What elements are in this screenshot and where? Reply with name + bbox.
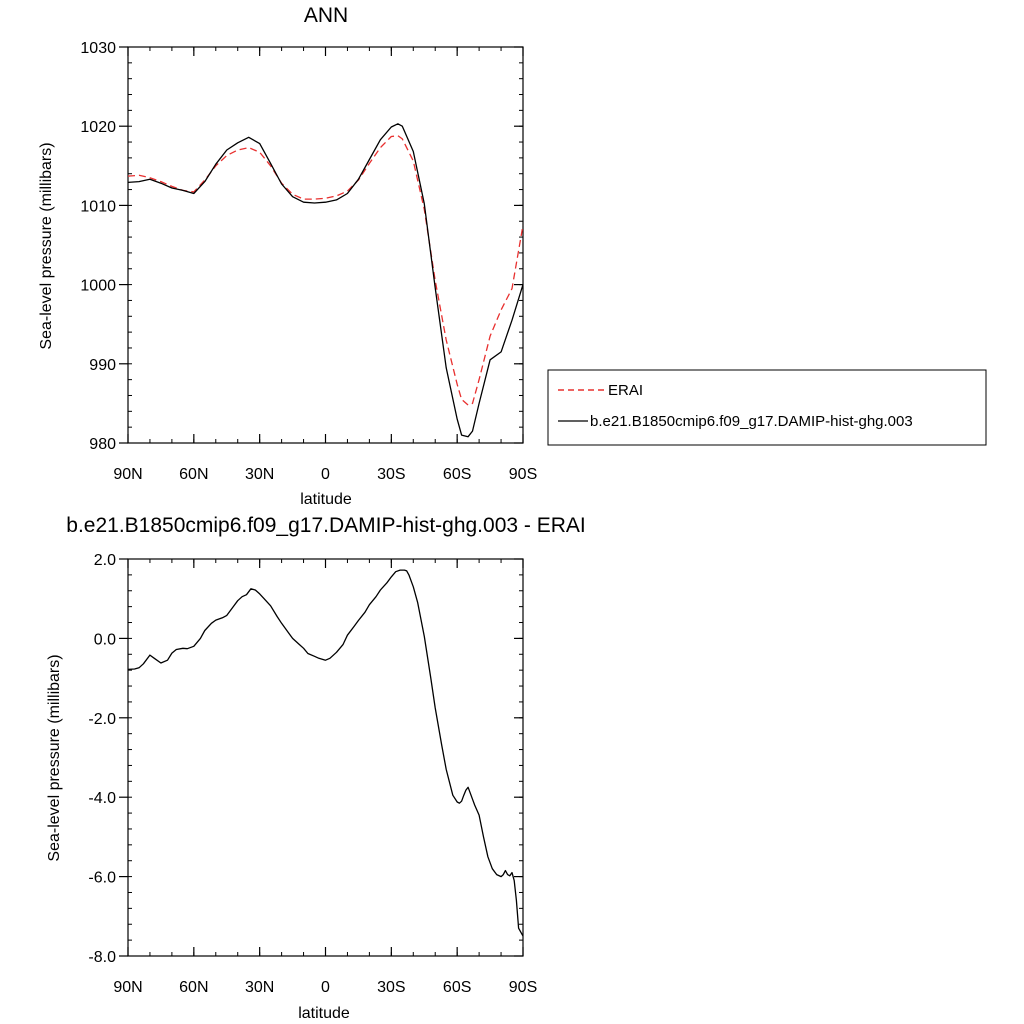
bottom-chart-plot: 90N 60N 30N 0 30S 60S 90S -8.0 -6.0 -4.0 -2.0 0.0 2.… bbox=[88, 552, 537, 996]
x-tick-label: 0 bbox=[321, 466, 330, 483]
x-tick-label: 60N bbox=[179, 466, 208, 483]
bottom-chart-xlabel: latitude bbox=[298, 1005, 350, 1022]
plot-frame bbox=[127, 46, 524, 444]
bottom-chart-panel: b.e21.B1850cmip6.f09_g17.DAMIP-hist-ghg.… bbox=[46, 514, 586, 1022]
x-tick-label: 90S bbox=[509, 466, 537, 483]
plot-frame bbox=[127, 558, 524, 957]
top-chart-plot: 90N 60N 30N 0 30S 60S 90S 980 990 1000 1010 1020 103… bbox=[80, 40, 537, 483]
x-tick-label: 30N bbox=[245, 466, 274, 483]
x-tick-label: 60S bbox=[443, 466, 471, 483]
y-tick-label: 980 bbox=[89, 436, 116, 453]
x-tick-label: 60N bbox=[179, 979, 208, 996]
legend-box bbox=[547, 369, 987, 446]
legend-label-erai: ERAI bbox=[608, 382, 643, 399]
top-chart-panel: ANN 90N 60N 30N 0 30S 60S 90S 980 990 1000 1010 102… bbox=[38, 4, 987, 508]
bottom-chart-ylabel: Sea-level pressure (millibars) bbox=[46, 654, 63, 861]
y-tick-label: 2.0 bbox=[94, 552, 116, 569]
x-tick-label: 90N bbox=[113, 466, 142, 483]
series-line-b bbox=[127, 123, 524, 438]
series-line-erai bbox=[127, 135, 524, 406]
y-tick-label: 1000 bbox=[80, 278, 116, 295]
top-chart-ylabel: Sea-level pressure (millibars) bbox=[38, 142, 55, 349]
y-tick-label: -2.0 bbox=[88, 711, 116, 728]
top-chart-title: ANN bbox=[304, 4, 348, 27]
y-tick-label: -4.0 bbox=[88, 790, 116, 807]
y-tick-label: -6.0 bbox=[88, 870, 116, 887]
y-tick-label: -8.0 bbox=[88, 949, 116, 966]
x-tick-label: 30S bbox=[377, 466, 405, 483]
x-tick-label: 90S bbox=[509, 979, 537, 996]
y-tick-label: 0.0 bbox=[94, 631, 116, 648]
y-tick-label: 990 bbox=[89, 357, 116, 374]
x-tick-label: 30N bbox=[245, 979, 274, 996]
legend-label-model: b.e21.B1850cmip6.f09_g17.DAMIP-hist-ghg.… bbox=[590, 413, 913, 430]
y-tick-label: 1010 bbox=[80, 198, 116, 215]
x-tick-label: 0 bbox=[321, 979, 330, 996]
series-line-difference bbox=[127, 569, 524, 937]
top-chart-legend: ERAI b.e21.B1850cmip6.f09_g17.DAMIP-hist… bbox=[547, 369, 987, 446]
y-tick-label: 1020 bbox=[80, 119, 116, 136]
x-tick-label: 60S bbox=[443, 979, 471, 996]
bottom-chart-title: b.e21.B1850cmip6.f09_g17.DAMIP-hist-ghg.… bbox=[66, 514, 585, 537]
y-tick-label: 1030 bbox=[80, 40, 116, 57]
top-chart-xlabel: latitude bbox=[300, 491, 352, 508]
x-tick-label: 90N bbox=[113, 979, 142, 996]
x-tick-label: 30S bbox=[377, 979, 405, 996]
